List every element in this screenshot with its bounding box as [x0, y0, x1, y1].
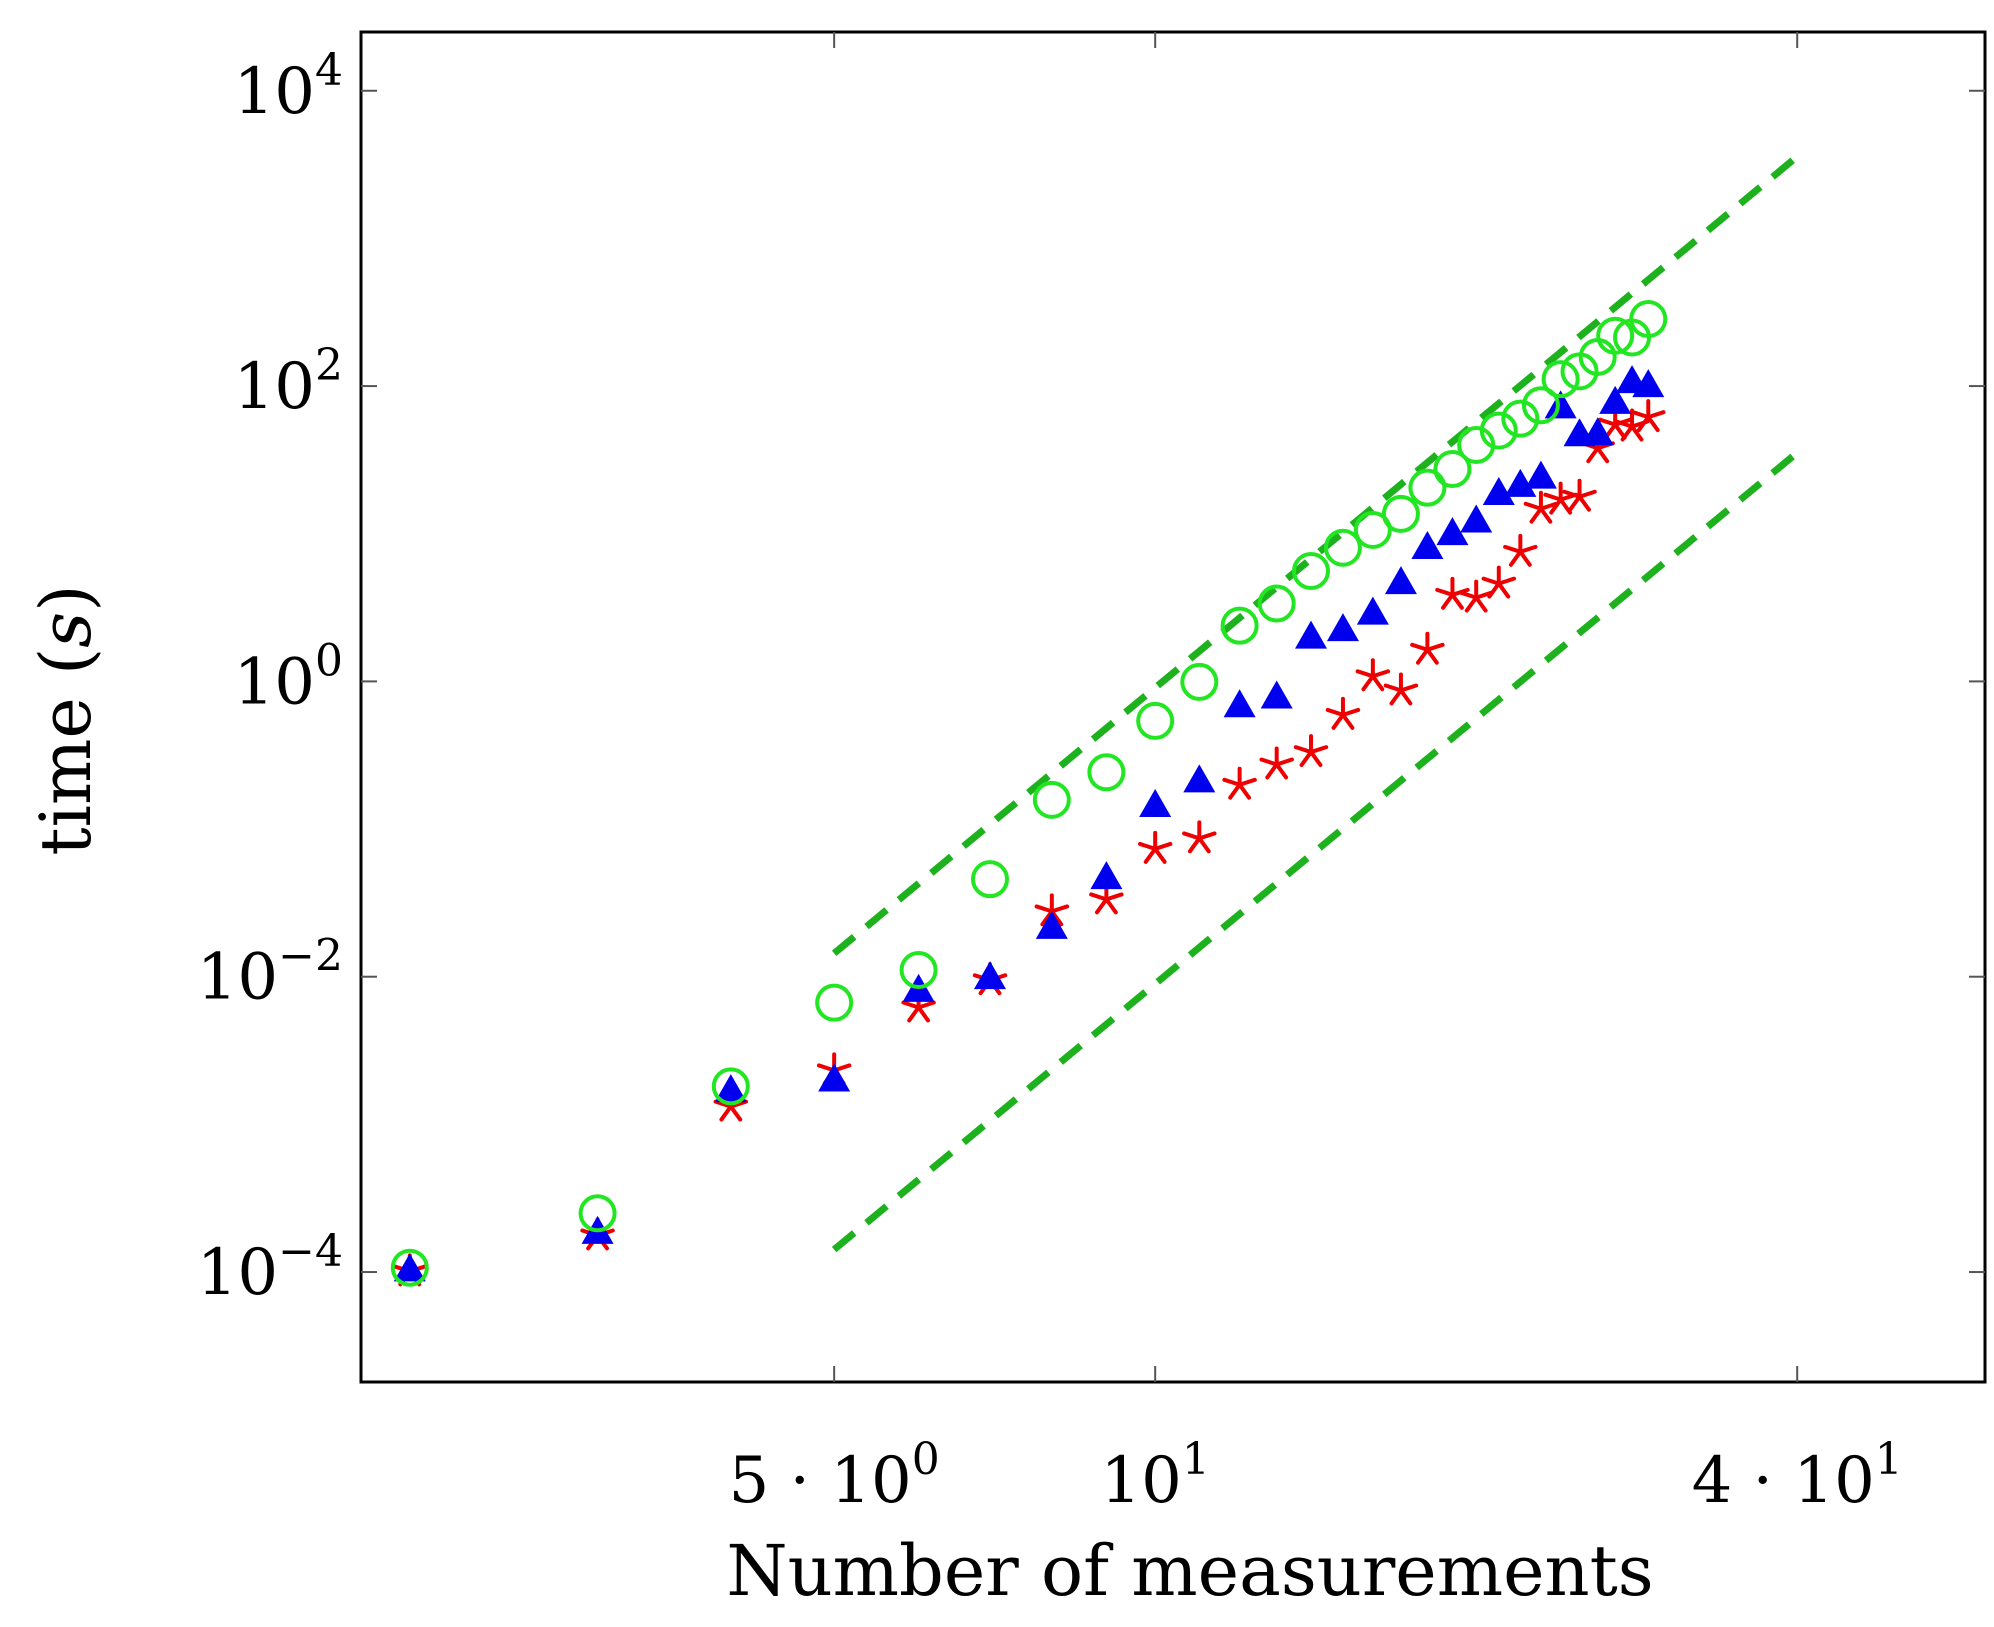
x-tick-label-1: 101 [1100, 1434, 1209, 1518]
y-tick-label-1: 10−2 [197, 931, 343, 1015]
circles-point-20 [1501, 399, 1540, 438]
triangles-point-2 [714, 1074, 747, 1103]
x-tick-labels: 5 · 100 101 4 · 101 [729, 1434, 1903, 1518]
x-tick-label-2: 4 · 101 [1692, 1434, 1903, 1518]
circles-point-16 [1408, 468, 1447, 507]
circles-point-2 [711, 1067, 750, 1106]
circles-point-6 [1032, 780, 1071, 819]
circles-point-17 [1433, 450, 1472, 489]
triangles-point-11 [1260, 680, 1293, 709]
triangles-point-20 [1504, 468, 1537, 497]
triangles-point-17 [1436, 517, 1469, 546]
circles-point-9 [1180, 662, 1219, 701]
asterisks-point-13 [1325, 696, 1361, 730]
triangles-point-15 [1384, 566, 1417, 595]
asterisks-point-12 [1293, 734, 1329, 768]
triangles-point-8 [1139, 788, 1172, 817]
circles-point-8 [1136, 701, 1175, 740]
y-tick-label-2: 100 [234, 635, 343, 719]
y-tick-labels: 10−4 10−2 100 102 104 [197, 45, 343, 1310]
triangles-point-27 [1632, 369, 1665, 398]
y-tick-label-3: 102 [234, 340, 343, 424]
plot-area-frame [359, 30, 1987, 1384]
x-tick-label-0: 5 · 100 [729, 1434, 940, 1518]
circles-point-22 [1541, 360, 1580, 399]
circles-point-15 [1381, 494, 1420, 533]
axis-ticks [361, 32, 1985, 1382]
circles-point-27 [1629, 300, 1668, 339]
circles-point-11 [1257, 584, 1296, 623]
x-axis-title: Number of measurements [726, 1530, 1653, 1612]
circles-point-14 [1353, 511, 1392, 550]
circles-point-25 [1596, 316, 1635, 355]
asterisks-point-8 [1137, 830, 1173, 864]
y-tick-label-0: 10−4 [197, 1226, 343, 1310]
circles-point-12 [1292, 552, 1331, 591]
asterisks-point-23 [1562, 478, 1597, 512]
circles-point-13 [1323, 528, 1362, 567]
circles-point-0 [390, 1248, 429, 1287]
triangles-point-24 [1581, 417, 1614, 446]
asterisks-point-9 [1182, 820, 1217, 854]
asterisks-point-14 [1355, 658, 1391, 692]
data-markers [390, 300, 1668, 1287]
triangles-point-22 [1544, 390, 1577, 419]
triangles-point-19 [1482, 477, 1515, 506]
asterisks-point-18 [1458, 579, 1494, 613]
y-tick-label-4: 104 [234, 45, 343, 129]
triangles-point-14 [1356, 596, 1389, 625]
triangles-point-13 [1326, 613, 1359, 642]
circles-point-4 [899, 951, 938, 990]
circles-point-7 [1087, 753, 1126, 792]
y-axis-title: time (s) [25, 584, 107, 855]
circles-point-3 [815, 983, 854, 1022]
triangles-point-5 [973, 961, 1006, 990]
circles-point-10 [1220, 606, 1259, 645]
triangles-point-12 [1295, 620, 1328, 649]
triangles-point-10 [1223, 689, 1256, 718]
asterisks-point-22 [1543, 481, 1578, 515]
asterisks-point-6 [1034, 893, 1070, 927]
asterisks-point-19 [1481, 565, 1517, 599]
triangles-point-25 [1599, 385, 1632, 414]
circles-point-21 [1521, 386, 1560, 425]
asterisks-point-10 [1222, 766, 1257, 800]
triangles-point-21 [1524, 460, 1557, 489]
asterisks-point-21 [1523, 490, 1559, 524]
asterisks-point-11 [1259, 746, 1294, 780]
circles-point-5 [970, 860, 1009, 899]
triangles-point-16 [1411, 531, 1444, 560]
circles-point-19 [1479, 411, 1518, 450]
asterisks-point-17 [1435, 576, 1470, 610]
asterisks-point-15 [1383, 672, 1419, 706]
triangles-point-0 [393, 1253, 426, 1282]
triangles-point-3 [818, 1063, 851, 1092]
triangles-point-9 [1183, 764, 1216, 793]
asterisks-point-20 [1503, 533, 1538, 567]
circles-point-1 [578, 1194, 617, 1233]
asterisks-point-16 [1410, 631, 1445, 665]
triangles-point-18 [1460, 504, 1493, 533]
asterisks-point-27 [1631, 399, 1666, 433]
triangles-point-6 [1035, 910, 1068, 939]
triangles-point-7 [1090, 861, 1123, 890]
